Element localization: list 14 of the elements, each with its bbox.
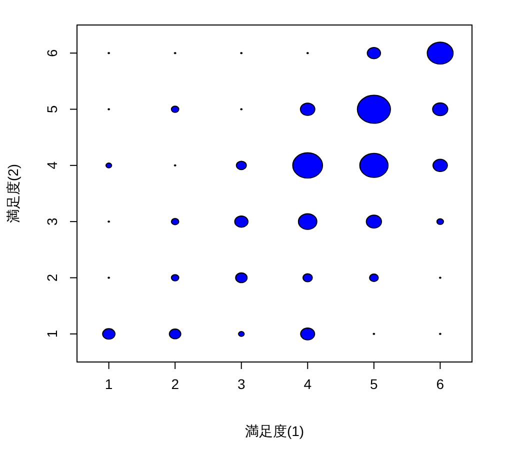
y-tick-label: 5 <box>44 105 60 114</box>
y-tick-label: 6 <box>44 48 60 57</box>
x-tick-label: 5 <box>370 376 378 392</box>
x-axis-title: 満足度(1) <box>244 423 304 439</box>
x-tick-label: 6 <box>436 376 444 392</box>
y-tick-label: 2 <box>44 274 60 282</box>
y-tick-label: 1 <box>44 330 60 338</box>
y-tick-label: 3 <box>44 217 60 226</box>
x-tick-label: 3 <box>237 376 246 392</box>
x-tick-label: 2 <box>171 376 180 392</box>
y-tick-label: 4 <box>44 161 60 170</box>
x-tick-label: 4 <box>304 376 312 392</box>
y-axis-title: 満足度(2) <box>5 164 21 224</box>
x-tick-label: 1 <box>104 376 113 392</box>
